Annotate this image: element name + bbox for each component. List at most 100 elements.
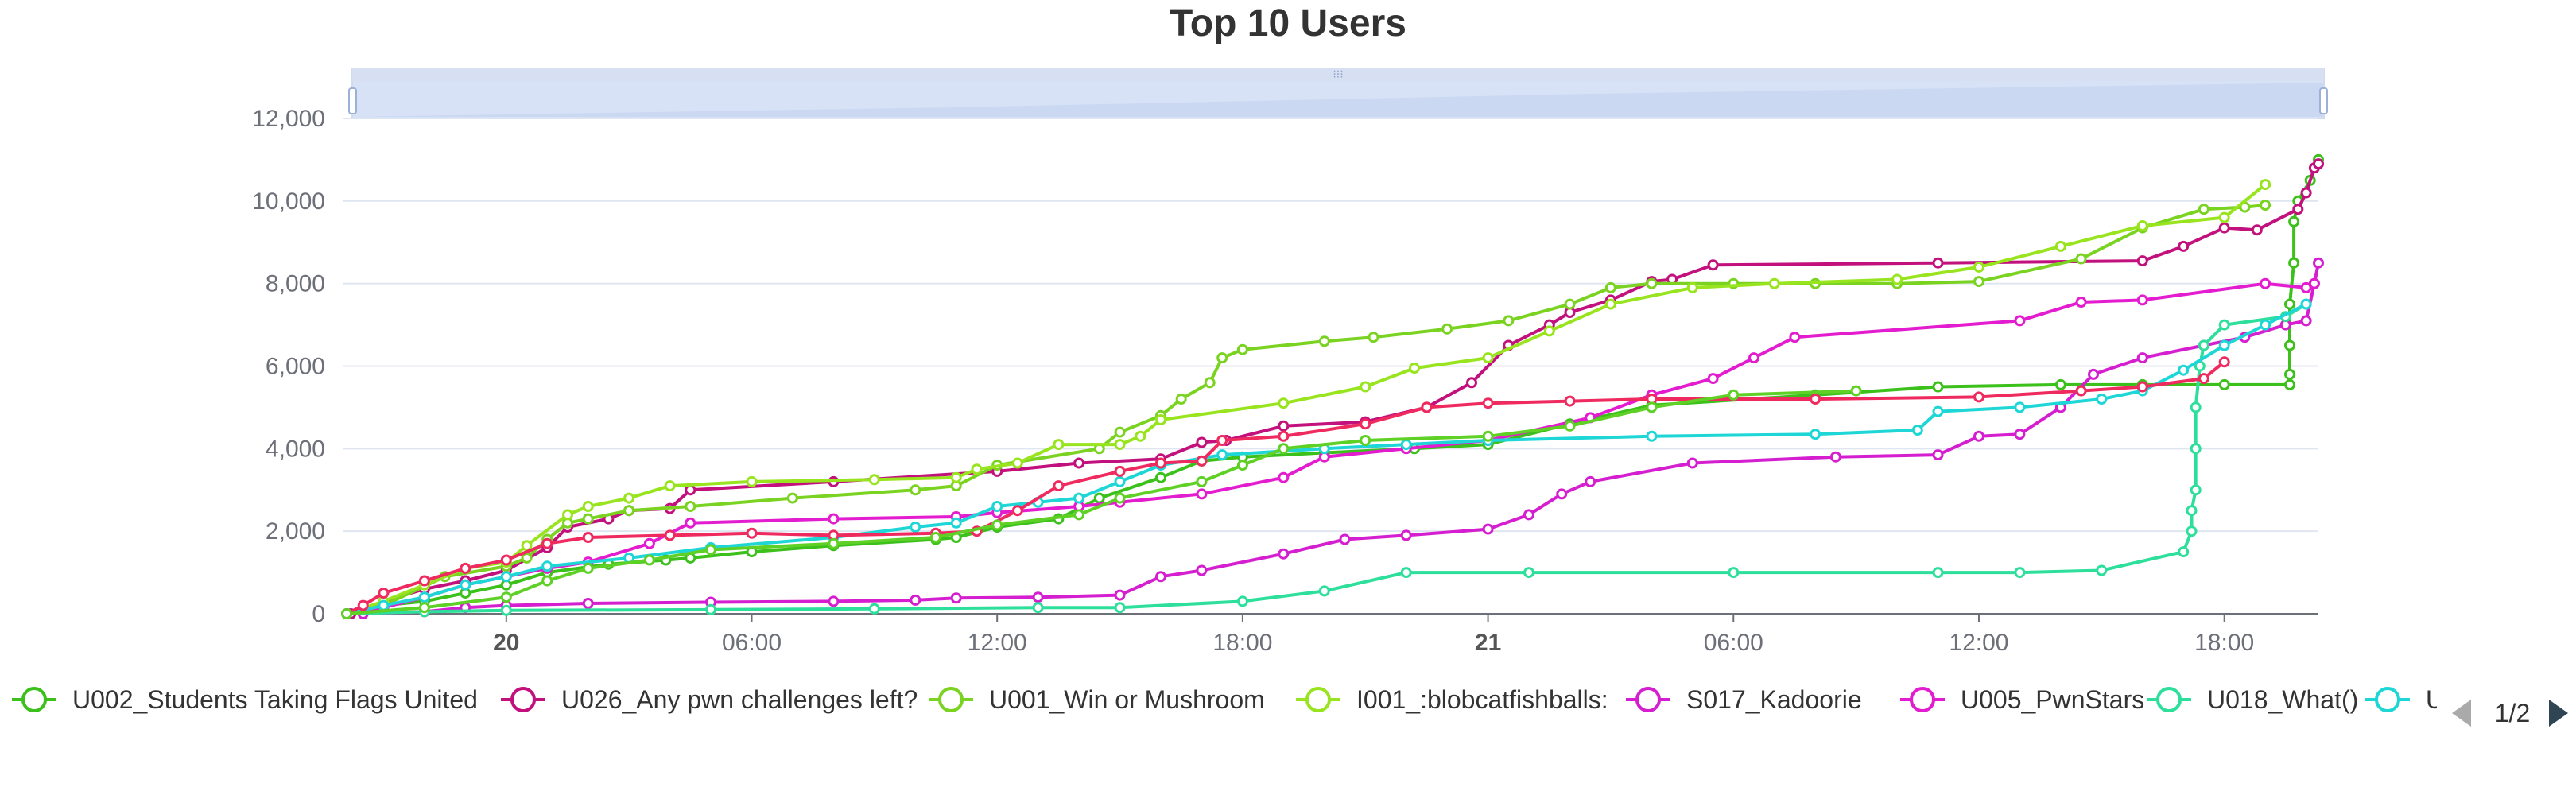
- data-point[interactable]: [1368, 332, 1379, 343]
- data-point[interactable]: [1278, 548, 1290, 560]
- data-point[interactable]: [2218, 222, 2230, 234]
- data-point[interactable]: [1466, 377, 1477, 389]
- data-point[interactable]: [2284, 368, 2295, 380]
- data-point[interactable]: [664, 480, 676, 492]
- data-zoom-handle-left[interactable]: [348, 87, 357, 114]
- data-point[interactable]: [1973, 276, 1984, 288]
- data-point[interactable]: [1114, 589, 1126, 601]
- legend-item[interactable]: U018_What(): [2147, 685, 2358, 714]
- data-point[interactable]: [582, 598, 594, 609]
- data-point[interactable]: [746, 475, 758, 487]
- data-point[interactable]: [1707, 373, 1719, 385]
- data-point[interactable]: [1768, 277, 1780, 289]
- data-point[interactable]: [2136, 220, 2148, 231]
- data-point[interactable]: [1278, 471, 1290, 483]
- data-point[interactable]: [1932, 405, 1944, 417]
- data-point[interactable]: [1360, 381, 1371, 393]
- data-point[interactable]: [1114, 492, 1126, 504]
- data-point[interactable]: [2096, 564, 2108, 576]
- data-point[interactable]: [2284, 378, 2295, 390]
- data-point[interactable]: [1155, 414, 1166, 425]
- data-point[interactable]: [2190, 401, 2202, 413]
- data-point[interactable]: [2136, 352, 2148, 364]
- data-point[interactable]: [1421, 401, 1433, 413]
- data-point[interactable]: [1810, 429, 1821, 440]
- data-point[interactable]: [868, 474, 880, 486]
- legend-next-icon[interactable]: [2549, 700, 2568, 727]
- data-point[interactable]: [1073, 492, 1085, 504]
- data-point[interactable]: [1973, 430, 1984, 442]
- data-point[interactable]: [2178, 240, 2190, 252]
- data-point[interactable]: [1155, 457, 1166, 469]
- data-point[interactable]: [685, 484, 696, 496]
- data-point[interactable]: [1360, 435, 1371, 446]
- data-point[interactable]: [2218, 356, 2230, 368]
- data-point[interactable]: [1135, 430, 1146, 442]
- data-point[interactable]: [1236, 343, 1248, 355]
- data-point[interactable]: [910, 594, 921, 606]
- data-point[interactable]: [2014, 315, 2026, 327]
- data-point[interactable]: [1604, 298, 1616, 310]
- data-point[interactable]: [828, 595, 840, 607]
- data-point[interactable]: [705, 544, 716, 556]
- data-point[interactable]: [1400, 439, 1412, 451]
- data-point[interactable]: [521, 540, 533, 552]
- data-point[interactable]: [1503, 315, 1515, 327]
- data-point[interactable]: [2136, 294, 2148, 306]
- data-point[interactable]: [1073, 509, 1085, 521]
- data-point[interactable]: [1585, 475, 1596, 487]
- data-point[interactable]: [623, 505, 635, 517]
- data-point[interactable]: [1196, 475, 1208, 487]
- data-point[interactable]: [1646, 401, 1658, 413]
- data-point[interactable]: [521, 552, 533, 564]
- data-point[interactable]: [2300, 315, 2312, 327]
- data-point[interactable]: [1318, 585, 1330, 597]
- data-point[interactable]: [1278, 398, 1290, 409]
- data-point[interactable]: [2096, 394, 2108, 405]
- data-point[interactable]: [1236, 460, 1248, 471]
- data-point[interactable]: [500, 604, 512, 616]
- data-point[interactable]: [2300, 298, 2312, 310]
- data-point[interactable]: [1216, 352, 1228, 364]
- data-point[interactable]: [991, 501, 1003, 512]
- data-point[interactable]: [868, 603, 880, 615]
- data-point[interactable]: [2198, 204, 2209, 215]
- data-point[interactable]: [746, 527, 758, 539]
- data-point[interactable]: [1564, 395, 1576, 407]
- data-point[interactable]: [1216, 435, 1228, 446]
- legend-item[interactable]: U005_PwnStars: [1900, 685, 2144, 714]
- data-point[interactable]: [2313, 257, 2324, 269]
- data-point[interactable]: [341, 608, 353, 619]
- data-point[interactable]: [378, 588, 390, 599]
- data-point[interactable]: [500, 554, 512, 566]
- data-point[interactable]: [1032, 602, 1044, 614]
- data-point[interactable]: [541, 537, 553, 549]
- data-point[interactable]: [828, 537, 840, 549]
- data-point[interactable]: [1932, 449, 1944, 461]
- data-point[interactable]: [2136, 255, 2148, 267]
- data-point[interactable]: [2308, 277, 2320, 289]
- data-point[interactable]: [1604, 281, 1616, 293]
- data-point[interactable]: [1911, 425, 1923, 436]
- data-point[interactable]: [378, 599, 390, 611]
- data-point[interactable]: [705, 603, 716, 615]
- data-point[interactable]: [1114, 465, 1126, 477]
- legend-prev-icon[interactable]: [2452, 700, 2471, 727]
- legend-item[interactable]: U: [2365, 685, 2444, 714]
- data-point[interactable]: [1196, 564, 1208, 576]
- data-point[interactable]: [2178, 546, 2190, 558]
- data-point[interactable]: [786, 492, 798, 504]
- data-point[interactable]: [2288, 215, 2300, 227]
- data-point[interactable]: [1236, 595, 1248, 607]
- data-point[interactable]: [2178, 364, 2190, 376]
- data-point[interactable]: [418, 591, 430, 603]
- data-point[interactable]: [2284, 339, 2295, 351]
- data-point[interactable]: [460, 579, 471, 591]
- data-point[interactable]: [2136, 381, 2148, 393]
- data-point[interactable]: [1789, 332, 1801, 343]
- data-point[interactable]: [1155, 471, 1166, 483]
- data-point[interactable]: [2260, 200, 2271, 211]
- data-point[interactable]: [1748, 352, 1759, 364]
- data-point[interactable]: [2284, 298, 2295, 310]
- data-point[interactable]: [623, 492, 635, 504]
